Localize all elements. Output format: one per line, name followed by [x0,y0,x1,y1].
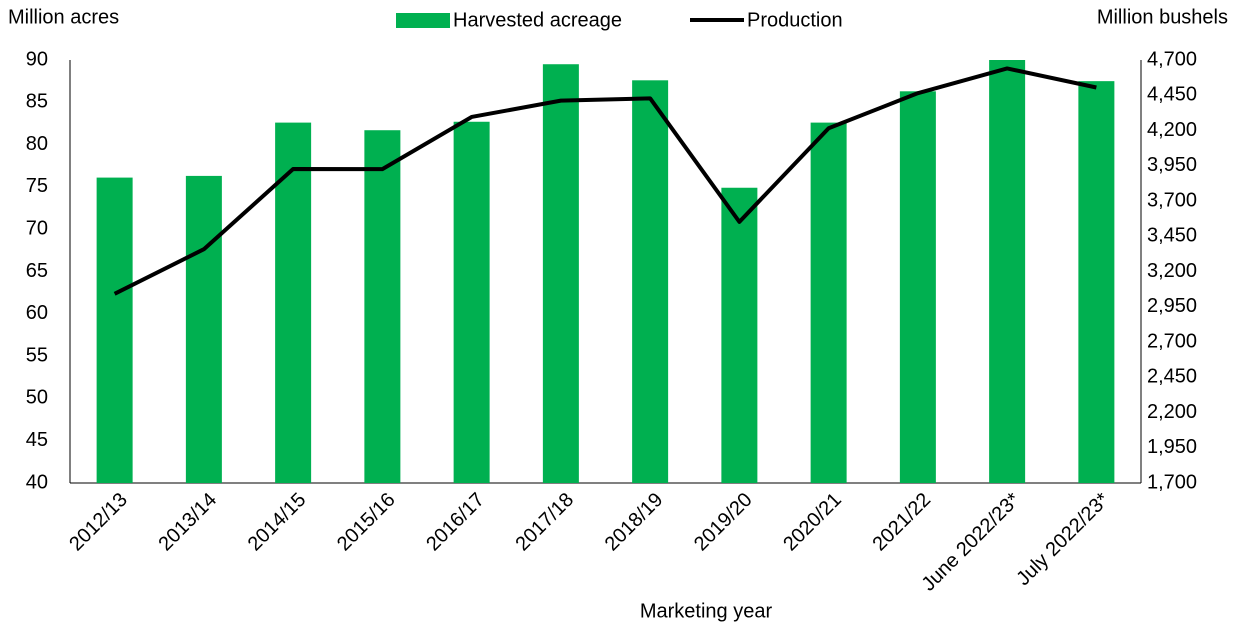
y2-tick-label: 4,450 [1147,84,1197,106]
y-tick-label: 40 [26,471,48,493]
x-tick-label: 2020/21 [779,489,846,556]
y2-tick-label: 2,950 [1147,295,1197,317]
x-tick-label: 2014/15 [244,489,311,556]
x-axis-title: Marketing year [640,600,773,622]
y-tick-label: 70 [26,217,48,239]
x-tick-label: 2013/14 [154,489,221,556]
y-tick-label: 75 [26,175,48,197]
y2-axis-title: Million bushels [1097,6,1228,28]
x-tick-label: 2019/20 [690,489,757,556]
bar [542,64,579,483]
bar [989,60,1026,483]
y2-tick-label: 1,950 [1147,436,1197,458]
y-axis-title: Million acres [8,6,119,28]
bar [364,130,401,483]
bar [810,122,847,483]
bar [185,175,222,484]
bar [632,80,669,483]
x-tick-label: 2017/18 [511,489,578,556]
y-tick-label: 45 [26,429,48,451]
x-tick-label: July 2022/23* [1012,489,1113,590]
y-tick-label: 60 [26,302,48,324]
y2-tick-label: 3,200 [1147,260,1197,282]
y-tick-label: 85 [26,91,48,113]
legend-swatch [396,13,450,28]
bar [275,122,312,483]
legend-label: Production [747,9,843,31]
y-tick-label: 80 [26,133,48,155]
y2-tick-label: 2,450 [1147,366,1197,388]
bar [899,91,936,483]
bar [721,187,758,483]
bar [453,121,490,484]
x-tick-label: 2021/22 [868,489,935,556]
y-tick-label: 50 [26,387,48,409]
y-tick-label: 55 [26,344,48,366]
y2-tick-label: 1,700 [1147,471,1197,493]
y2-tick-label: 3,700 [1147,189,1197,211]
x-tick-label: 2016/17 [422,489,489,556]
line [113,66,1097,296]
x-tick-label: 2012/13 [65,489,132,556]
legend-label: Harvested acreage [453,9,622,31]
bar [96,177,133,483]
x-tick-label: 2015/16 [333,489,400,556]
bar [1078,81,1115,484]
y2-tick-label: 3,450 [1147,225,1197,247]
y2-tick-label: 2,200 [1147,401,1197,423]
y2-tick-label: 4,700 [1147,48,1197,70]
y-tick-label: 65 [26,260,48,282]
y2-tick-label: 2,700 [1147,330,1197,352]
y2-tick-label: 4,200 [1147,119,1197,141]
y-tick-label: 90 [26,48,48,70]
x-tick-label: 2018/19 [601,489,668,556]
y2-tick-label: 3,950 [1147,154,1197,176]
